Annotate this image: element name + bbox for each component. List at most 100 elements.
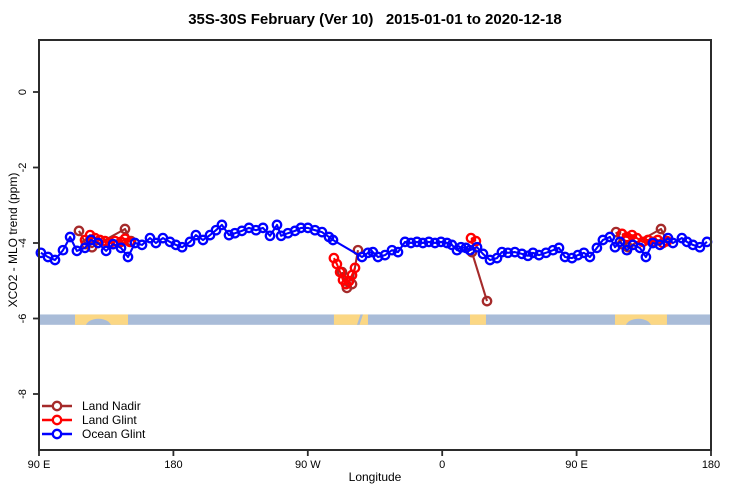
data-point: [210, 224, 222, 236]
data-point: [264, 230, 276, 242]
data-point: [429, 237, 441, 249]
legend-item-land-glint: Land Glint: [40, 413, 145, 427]
data-point: [634, 242, 646, 254]
legend: Land Nadir Land Glint Ocean Glint: [40, 399, 145, 441]
ocean-band: [39, 314, 711, 325]
ocean-notch: [625, 318, 651, 325]
data-point: [100, 245, 112, 257]
data-point: [271, 219, 283, 231]
data-point: [386, 244, 398, 256]
data-point: [170, 239, 182, 251]
data-point: [411, 236, 423, 248]
data-point: [604, 231, 616, 243]
legend-label: Ocean Glint: [82, 427, 146, 441]
data-point: [417, 237, 429, 249]
x-axis-label: Longitude: [348, 470, 402, 484]
data-point: [654, 239, 666, 251]
data-point: [197, 234, 209, 246]
data-point: [655, 223, 667, 235]
data-point: [64, 231, 76, 243]
data-point: [584, 251, 596, 263]
data-point: [572, 249, 584, 261]
data-point: [295, 222, 307, 234]
data-point: [122, 251, 134, 263]
data-point: [527, 247, 539, 259]
series-line: [470, 251, 489, 302]
data-point: [399, 236, 411, 248]
y-tick-label: -4: [17, 238, 29, 248]
x-tick-label: 90 W: [295, 459, 321, 471]
data-point: [423, 236, 435, 248]
x-tick-label: 180: [164, 459, 182, 471]
data-point: [553, 242, 565, 254]
y-tick-label: -8: [17, 389, 29, 399]
data-point: [470, 235, 482, 247]
ocean-slant: [356, 314, 363, 325]
data-point: [362, 247, 374, 259]
axes: 90 E 180 90 W 0 90 E 180 0 -2 -4 -6 -8: [17, 89, 720, 471]
data-point: [614, 236, 626, 248]
data-point: [547, 244, 559, 256]
data-point: [190, 229, 202, 241]
data-point: [481, 295, 493, 307]
data-point: [49, 254, 61, 266]
land-band-segment: [333, 314, 368, 325]
plot-box: [38, 39, 712, 451]
ocean-glint-swatch-icon: [42, 428, 72, 440]
x-tick-label: 180: [702, 459, 720, 471]
data-point: [136, 239, 148, 251]
data-point: [621, 231, 633, 243]
data-point: [694, 241, 706, 253]
data-point: [559, 251, 571, 263]
data-point: [455, 241, 467, 253]
data-point: [471, 241, 483, 253]
y-tick-label: -2: [17, 163, 29, 173]
data-point: [640, 251, 652, 263]
y-tick-label: 0: [17, 89, 29, 95]
data-point: [327, 234, 339, 246]
data-point: [349, 262, 361, 274]
data-point: [477, 248, 489, 260]
x-tick-label: 90 E: [28, 459, 51, 471]
data-point: [621, 244, 633, 256]
map-band: [39, 314, 711, 325]
data-point: [57, 244, 69, 256]
data-point: [516, 248, 528, 260]
chart-title: 35S-30S February (Ver 10) 2015-01-01 to …: [188, 11, 562, 28]
y-tick-label: -6: [17, 314, 29, 324]
data-point: [591, 242, 603, 254]
data-point: [701, 236, 713, 248]
data-point: [73, 225, 85, 237]
data-point: [216, 219, 228, 231]
data-point: [115, 242, 127, 254]
ocean-notch: [85, 318, 111, 325]
data-point: [150, 237, 162, 249]
data-point: [435, 236, 447, 248]
land-glint-swatch-icon: [42, 414, 72, 426]
data-point: [119, 223, 131, 235]
data-point: [667, 237, 679, 249]
data-point: [316, 226, 328, 238]
data-point: [92, 237, 104, 249]
data-point: [124, 236, 136, 248]
data-point: [502, 247, 514, 259]
series-ocean-glint: [35, 219, 713, 266]
x-tick-label: 0: [439, 459, 445, 471]
data-point: [257, 222, 269, 234]
data-point: [496, 246, 508, 258]
data-point: [176, 241, 188, 253]
legend-label: Land Nadir: [82, 399, 141, 413]
data-point: [79, 242, 91, 254]
land-nadir-swatch-icon: [42, 400, 72, 412]
data-point: [392, 246, 404, 258]
legend-item-land-nadir: Land Nadir: [40, 399, 145, 413]
data-point: [441, 237, 453, 249]
land-band-segment: [469, 314, 486, 325]
legend-item-ocean-glint: Ocean Glint: [40, 427, 145, 441]
data-point: [184, 236, 196, 248]
data-point: [405, 237, 417, 249]
legend-label: Land Glint: [82, 413, 137, 427]
data-point: [379, 249, 391, 261]
